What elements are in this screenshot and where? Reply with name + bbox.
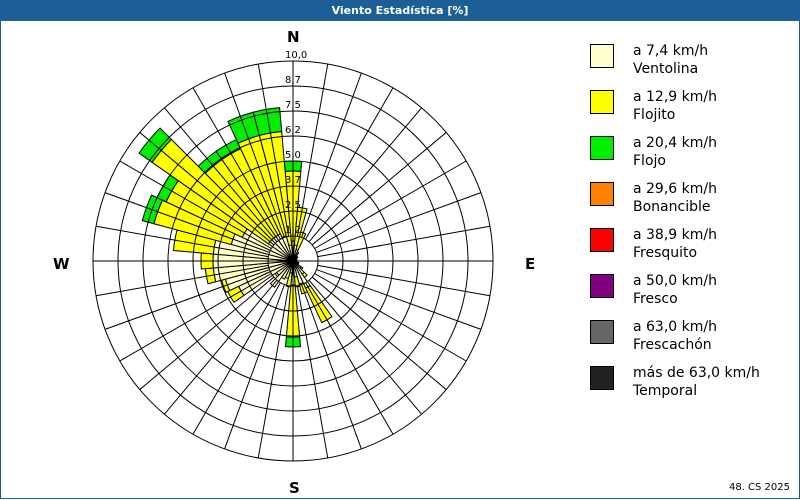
compass-north: N xyxy=(287,28,300,46)
legend-swatch xyxy=(590,320,614,344)
legend-item-flojo: a 20,4 km/h Flojo xyxy=(590,134,790,180)
wind-bar-segment xyxy=(295,251,300,256)
legend: a 7,4 km/h Ventolina a 12,9 km/h Flojito a… xyxy=(590,42,790,410)
wind-bar-segment xyxy=(295,231,307,251)
radial-tick-label: 10,0 xyxy=(285,50,307,61)
legend-item-fresquito: a 38,9 km/h Fresquito xyxy=(590,226,790,272)
legend-swatch xyxy=(590,44,614,68)
legend-swatch xyxy=(590,274,614,298)
legend-swatch xyxy=(590,228,614,252)
radial-tick-label: 5,0 xyxy=(285,150,301,161)
radial-tick-label: 1,2 xyxy=(285,225,301,236)
legend-item-bonancible: a 29,6 km/h Bonancible xyxy=(590,180,790,226)
radial-tick-label: 7,5 xyxy=(285,100,301,111)
compass-south: S xyxy=(289,479,300,497)
legend-swatch xyxy=(590,90,614,114)
radial-tick-label: 2,5 xyxy=(285,200,301,211)
legend-swatch xyxy=(590,136,614,160)
polar-grid xyxy=(92,60,494,462)
compass-west: W xyxy=(53,255,70,273)
chart-title: Viento Estadística [%] xyxy=(0,0,800,21)
legend-item-ventolina: a 7,4 km/h Ventolina xyxy=(590,42,790,88)
footer-credit: 48. CS 2025 xyxy=(728,482,790,493)
legend-item-flojito: a 12,9 km/h Flojito xyxy=(590,88,790,134)
compass-east: E xyxy=(525,255,536,273)
legend-swatch xyxy=(590,182,614,206)
legend-item-temporal: más de 63,0 km/h Temporal xyxy=(590,364,790,410)
legend-item-frescachon: a 63,0 km/h Frescachón xyxy=(590,318,790,364)
legend-item-fresco: a 50,0 km/h Fresco xyxy=(590,272,790,318)
wind-bar-segment xyxy=(285,271,293,288)
radial-tick-label: 8,7 xyxy=(285,75,301,86)
legend-swatch xyxy=(590,366,614,390)
radial-tick-labels: 1,2 2,5 3,7 5,0 6,2 7,5 8,7 10,0 xyxy=(285,50,307,236)
radial-tick-label: 3,7 xyxy=(285,175,301,186)
radial-tick-label: 6,2 xyxy=(285,125,301,136)
